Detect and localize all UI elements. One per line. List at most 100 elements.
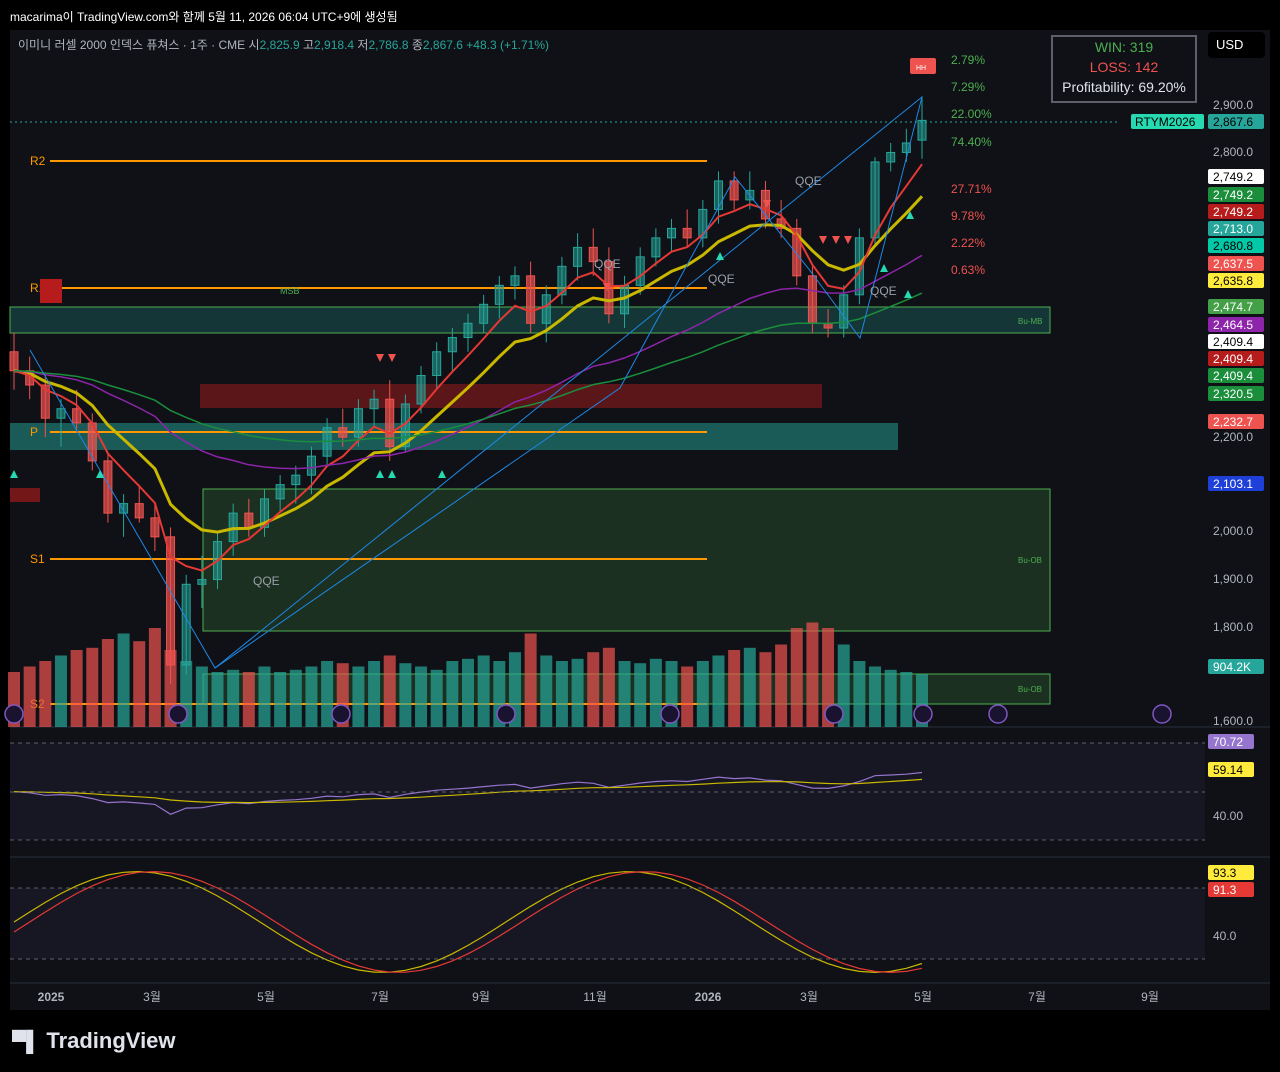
msb-label: MSB — [280, 286, 300, 296]
buy-signal-icon — [716, 252, 724, 260]
symbol-tag — [1131, 114, 1204, 129]
sell-signal-icon — [844, 236, 852, 244]
price-label: 2,867.6 — [1213, 115, 1253, 129]
volume-bar — [227, 669, 240, 727]
volume-bar — [321, 661, 334, 727]
volume-bar — [133, 641, 146, 727]
candle-body — [604, 261, 614, 315]
candle-body — [338, 427, 348, 438]
candle-body — [119, 503, 129, 514]
candle-body — [807, 275, 817, 324]
x-tick-label: 7월 — [1028, 990, 1046, 1004]
volume-bar — [101, 639, 114, 727]
candle-body — [588, 246, 598, 263]
candle-body — [463, 322, 473, 339]
volume-bar — [39, 661, 52, 727]
pivot-label-R2: R2 — [30, 154, 46, 168]
tradingview-logo: ▀▌ TradingView — [12, 1028, 176, 1054]
volume-bar — [790, 628, 803, 727]
candle-body — [181, 583, 191, 666]
price-label-tag — [1208, 368, 1264, 383]
win-count: WIN: 319 — [1094, 39, 1154, 55]
indicator-value-tag — [1208, 734, 1254, 749]
volume-bar — [743, 647, 756, 727]
x-tick-label: 5월 — [914, 990, 932, 1004]
volume-bar — [884, 669, 897, 727]
candle-body — [682, 227, 692, 239]
volume-bar — [602, 647, 615, 727]
price-label-tag — [1208, 114, 1264, 129]
candle-body — [526, 275, 536, 324]
buy-signal-icon — [376, 470, 384, 478]
event-icon — [496, 704, 516, 724]
footer — [0, 1010, 1280, 1072]
volume-bar — [555, 661, 568, 727]
sell-signal-icon — [376, 354, 384, 362]
qqe-label: QQE — [253, 574, 280, 588]
price-label-tag — [1208, 221, 1264, 236]
x-tick-label: 7월 — [371, 990, 389, 1004]
volume-bar — [775, 644, 788, 727]
hh-marker — [910, 58, 936, 74]
candle-body — [886, 151, 896, 163]
close-label: 종 — [411, 38, 423, 52]
indicator-value-tag — [1208, 865, 1254, 880]
volume-bar — [806, 622, 819, 727]
percent-label: 27.71% — [951, 182, 992, 196]
volume-bar — [148, 628, 161, 727]
volume-bar — [352, 666, 365, 727]
candle-body — [103, 460, 113, 514]
volume-bar — [618, 661, 631, 727]
price-label: 2,474.7 — [1213, 300, 1253, 314]
candle-body — [259, 498, 269, 528]
price-label: 2,749.2 — [1213, 205, 1253, 219]
indicator-value: 59.14 — [1213, 763, 1243, 777]
win-loss-box: WIN: 319 LOSS: 142 Profitability: 69.20% — [1051, 35, 1197, 103]
candle-body — [635, 256, 645, 286]
volume-bar — [649, 658, 662, 727]
currency-selector[interactable]: USD — [1208, 32, 1265, 58]
price-label: 2,637.5 — [1213, 257, 1253, 271]
snapshot-caption: macarima이 TradingView.com와 함께 5월 11, 202… — [10, 10, 398, 24]
open-label: 시 — [248, 38, 260, 52]
candle-body — [792, 227, 802, 277]
volume-bar — [696, 661, 709, 727]
chart-panel[interactable] — [10, 30, 1270, 1010]
y-tick-label: 1,800.0 — [1213, 620, 1253, 634]
candle-body — [651, 237, 661, 258]
percent-label: 7.29% — [951, 80, 985, 94]
candle-body — [776, 218, 786, 229]
y-tick-label: 2,000.0 — [1213, 524, 1253, 538]
price-label: 2,409.4 — [1213, 352, 1253, 366]
y-tick-label: 2,200.0 — [1213, 430, 1253, 444]
tv-logo-icon: ▀▌ — [12, 1031, 41, 1053]
change-value: +48.3 (+1.71%) — [466, 38, 550, 52]
candle-body — [479, 303, 489, 324]
volume-bar — [70, 650, 83, 727]
x-tick-label: 2026 — [695, 990, 722, 1004]
price-label-tag — [1208, 317, 1264, 332]
high-label: 고 — [302, 38, 315, 52]
sell-signal-icon — [819, 236, 827, 244]
ma-fast — [13, 195, 924, 534]
candle-body — [447, 337, 457, 353]
ma-long — [13, 292, 923, 443]
sell-signal-icon — [603, 283, 611, 291]
low-label: 저 — [357, 38, 369, 52]
zone-label: Bu-OB — [1018, 685, 1042, 694]
sell-signal-icon — [763, 200, 771, 208]
stoch-k-line — [13, 870, 923, 974]
candle-body — [870, 161, 880, 239]
zone-label: Bu-MB — [1018, 317, 1042, 326]
price-label: 2,635.8 — [1213, 274, 1253, 288]
event-icon — [4, 704, 24, 724]
indicator-value: 93.3 — [1213, 866, 1237, 880]
price-label: 2,103.1 — [1213, 477, 1253, 491]
price-label-tag — [1208, 299, 1264, 314]
pivot-label-S1: S1 — [30, 552, 45, 566]
rsi-line — [13, 771, 923, 815]
close-value: 2,867.6 — [422, 38, 463, 52]
volume-bar — [289, 669, 302, 727]
candle-body — [667, 227, 677, 239]
